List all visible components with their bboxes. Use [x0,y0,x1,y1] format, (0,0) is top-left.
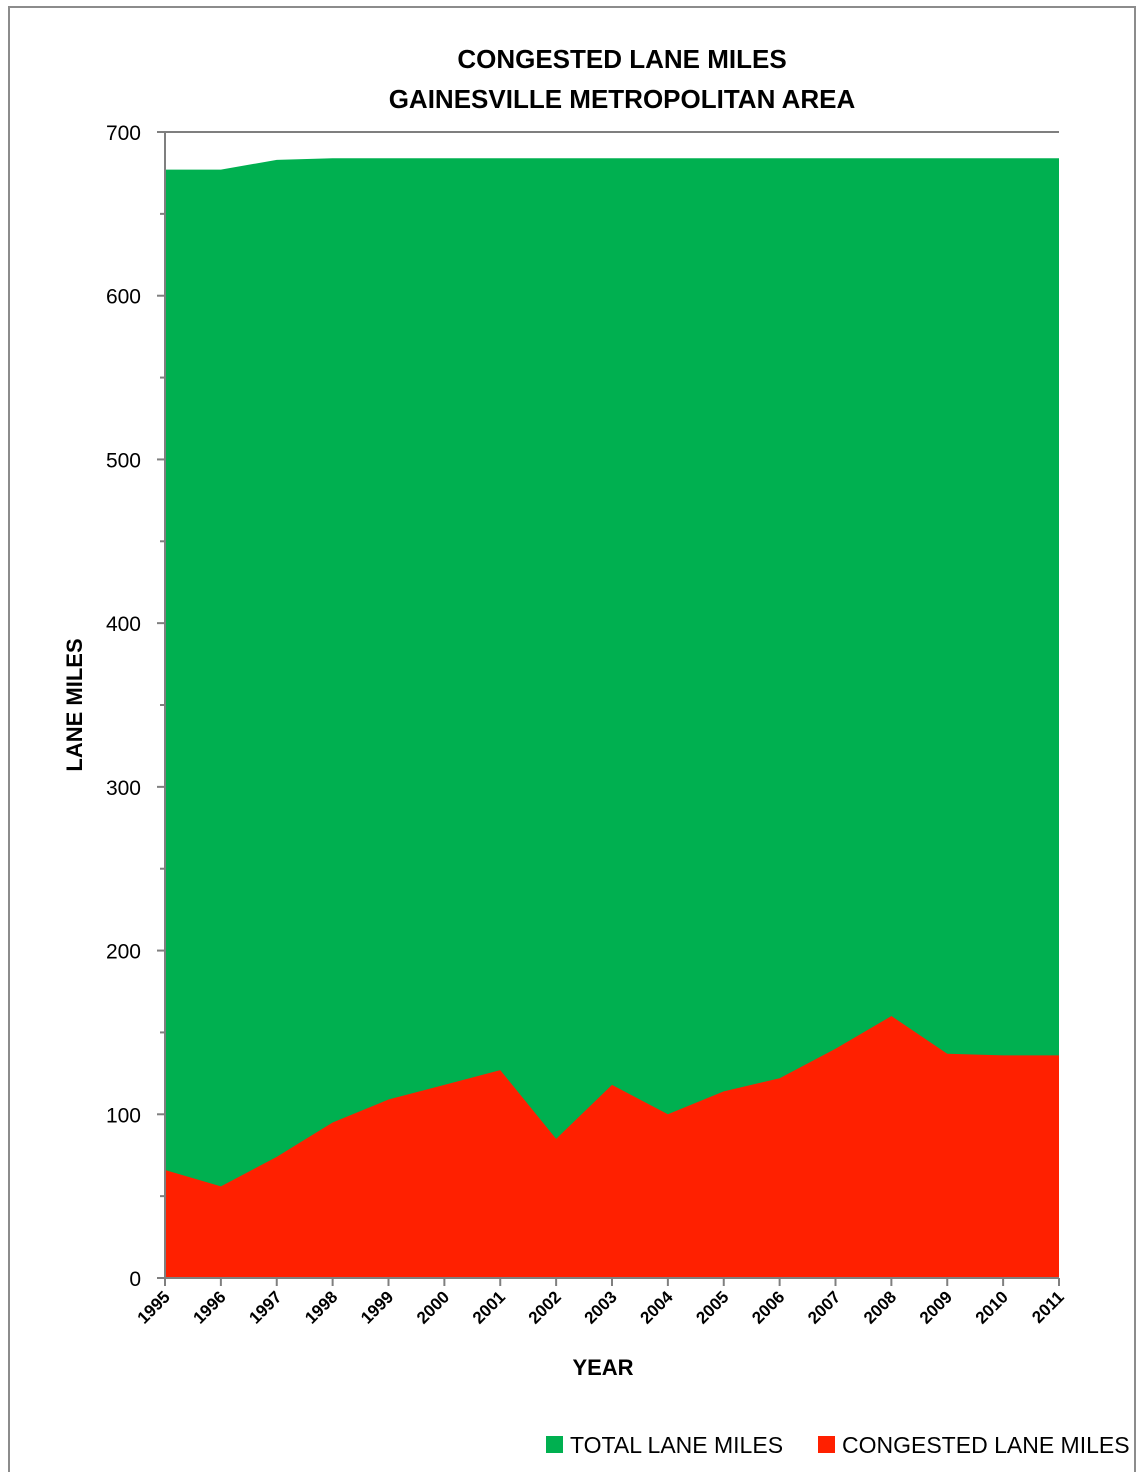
chart-frame [8,6,1136,1472]
y-axis-label: LANE MILES [62,638,87,771]
x-tick-label: 2010 [972,1287,1012,1327]
y-tick-label: 0 [129,1268,141,1291]
y-tick-label: 700 [106,122,141,145]
y-tick-label: 100 [106,1104,141,1127]
x-axis-label: YEAR [572,1355,633,1380]
area-series-1 [165,1016,1059,1278]
x-tick-label: 2005 [692,1287,732,1327]
x-tick-label: 2002 [525,1287,565,1327]
legend-swatch-congested [818,1436,835,1453]
x-tick-label: 2007 [804,1287,844,1327]
x-tick-label: 1998 [301,1287,341,1327]
x-tick-label: 2006 [748,1287,788,1327]
y-tick-label: 500 [106,449,141,472]
legend-label-congested: CONGESTED LANE MILES [842,1432,1130,1458]
y-tick-label: 400 [106,613,141,636]
x-tick-label: 2000 [413,1287,453,1327]
legend-swatch-total [546,1436,563,1453]
chart-title: CONGESTED LANE MILES [457,44,786,74]
x-tick-label: 1996 [190,1287,230,1327]
legend: TOTAL LANE MILES CONGESTED LANE MILES [546,1432,1130,1458]
area-series-0 [165,158,1059,1279]
plot-areas [165,158,1059,1279]
x-tick-label: 2004 [637,1287,678,1328]
x-ticks: 1995 1996 1997 1998 1999 2000 2001 2002 2003 2004… [134,1278,1068,1328]
x-tick-label: 2009 [916,1287,956,1327]
x-tick-label: 1995 [134,1287,174,1327]
y-tick-label: 200 [106,941,141,964]
x-tick-label: 1999 [357,1287,397,1327]
y-tick-label: 600 [106,286,141,309]
y-ticks: 0 100 200 300 400 500 600 700 [106,122,165,1291]
y-tick-label: 300 [106,777,141,800]
chart-subtitle: GAINESVILLE METROPOLITAN AREA [389,84,856,114]
x-tick-label: 2001 [469,1287,509,1327]
x-tick-label: 1997 [245,1287,285,1327]
x-tick-label: 2011 [1028,1287,1068,1327]
x-tick-label: 2003 [581,1287,621,1327]
x-tick-label: 2008 [860,1287,900,1327]
legend-label-total: TOTAL LANE MILES [570,1432,783,1458]
